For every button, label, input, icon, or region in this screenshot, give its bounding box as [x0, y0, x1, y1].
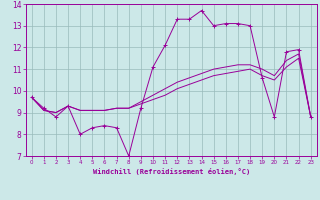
X-axis label: Windchill (Refroidissement éolien,°C): Windchill (Refroidissement éolien,°C): [92, 168, 250, 175]
